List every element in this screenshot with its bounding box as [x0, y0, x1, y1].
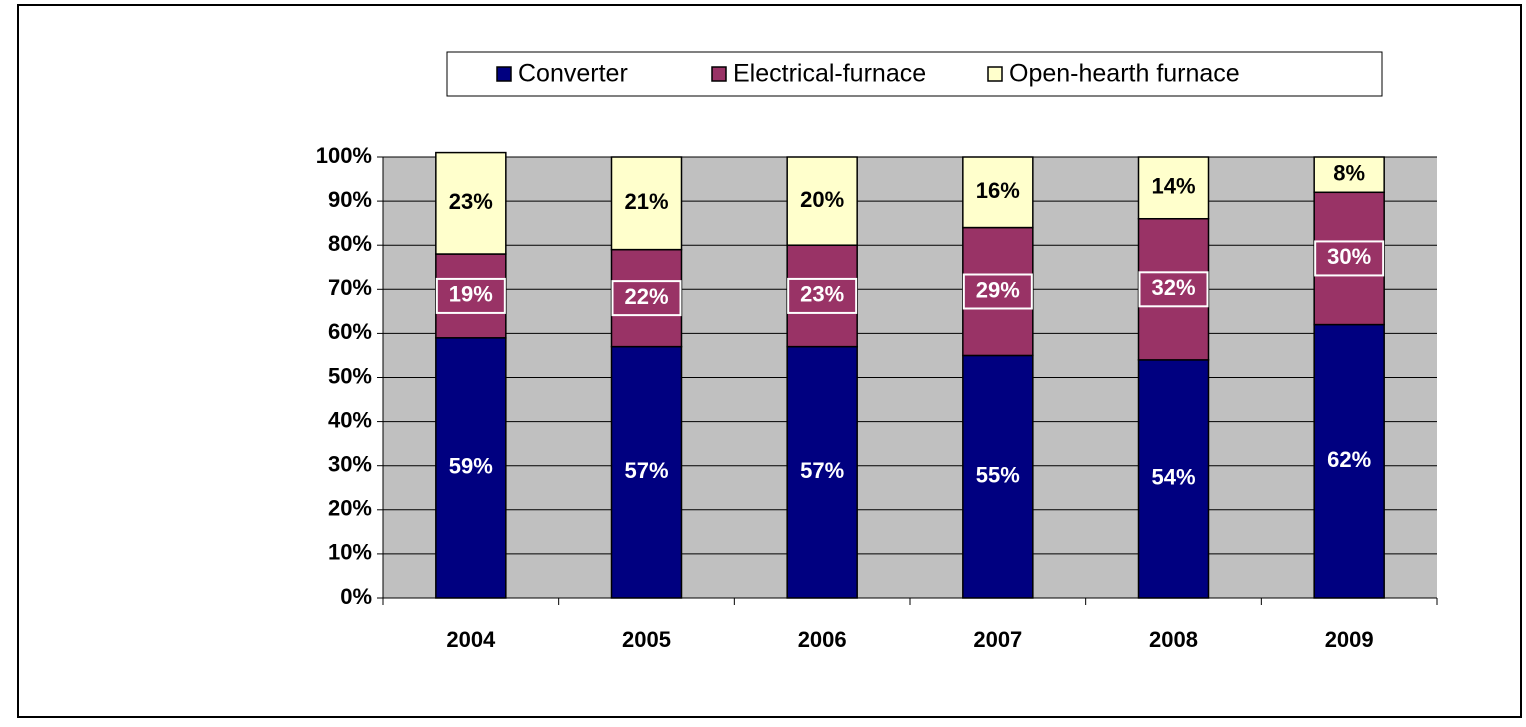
label-box — [611, 280, 682, 317]
bar-segment — [1313, 156, 1385, 194]
data-label: 30% — [1327, 244, 1371, 269]
data-label: 59% — [449, 454, 493, 479]
bar-segment — [435, 151, 507, 255]
x-tick-label: 2007 — [973, 627, 1022, 652]
data-label: 19% — [449, 282, 493, 307]
data-label: 23% — [449, 189, 493, 214]
legend — [446, 51, 1383, 97]
data-label: 62% — [1327, 447, 1371, 472]
y-tick-label: 50% — [328, 363, 372, 388]
bar-segment — [786, 345, 858, 599]
bar-segment — [1313, 323, 1385, 599]
y-tick-label: 10% — [328, 540, 372, 565]
y-tick-label: 40% — [328, 407, 372, 432]
data-label: 20% — [800, 187, 844, 212]
bar-segment — [786, 244, 858, 348]
legend-label: Electrical-furnace — [733, 60, 926, 88]
y-tick-label: 20% — [328, 496, 372, 521]
y-tick-label: 80% — [328, 231, 372, 256]
x-tick-label: 2006 — [798, 627, 847, 652]
data-label: 55% — [976, 463, 1020, 488]
data-label: 23% — [800, 282, 844, 307]
data-label: 14% — [1151, 174, 1195, 199]
data-label: 16% — [976, 178, 1020, 203]
x-tick-label: 2008 — [1149, 627, 1198, 652]
label-box — [435, 277, 506, 314]
data-label: 8% — [1333, 160, 1365, 185]
data-label: 54% — [1151, 465, 1195, 490]
legend-label: Open-hearth furnace — [1009, 60, 1240, 88]
bar-segment — [610, 345, 683, 599]
data-label: 21% — [624, 189, 668, 214]
data-label: 32% — [1151, 275, 1195, 300]
legend-swatch — [711, 66, 727, 82]
x-tick-label: 2009 — [1325, 627, 1374, 652]
bar-segment — [435, 337, 507, 599]
label-box — [1138, 271, 1209, 308]
bar-segment — [962, 156, 1034, 229]
data-label: 29% — [976, 277, 1020, 302]
y-tick-label: 100% — [316, 143, 372, 168]
legend-label: Converter — [518, 60, 628, 88]
y-tick-label: 30% — [328, 452, 372, 477]
bar-segment — [1137, 217, 1210, 361]
bar-segment — [1137, 156, 1210, 220]
y-tick-label: 60% — [328, 319, 372, 344]
y-tick-label: 0% — [340, 584, 372, 609]
bar-segment — [610, 156, 683, 251]
bar-segment — [786, 156, 858, 246]
label-box — [1314, 240, 1385, 277]
label-box — [962, 273, 1033, 310]
legend-swatch — [987, 66, 1003, 82]
y-tick-label: 70% — [328, 275, 372, 300]
bar-segment — [1137, 359, 1210, 599]
label-box — [787, 277, 858, 314]
x-tick-label: 2005 — [622, 627, 671, 652]
legend-swatch — [496, 66, 512, 82]
x-tick-label: 2004 — [446, 627, 496, 652]
bar-segment — [962, 354, 1034, 599]
y-tick-label: 90% — [328, 187, 372, 212]
data-label: 57% — [624, 458, 668, 483]
data-label: 22% — [624, 284, 668, 309]
data-label: 57% — [800, 458, 844, 483]
